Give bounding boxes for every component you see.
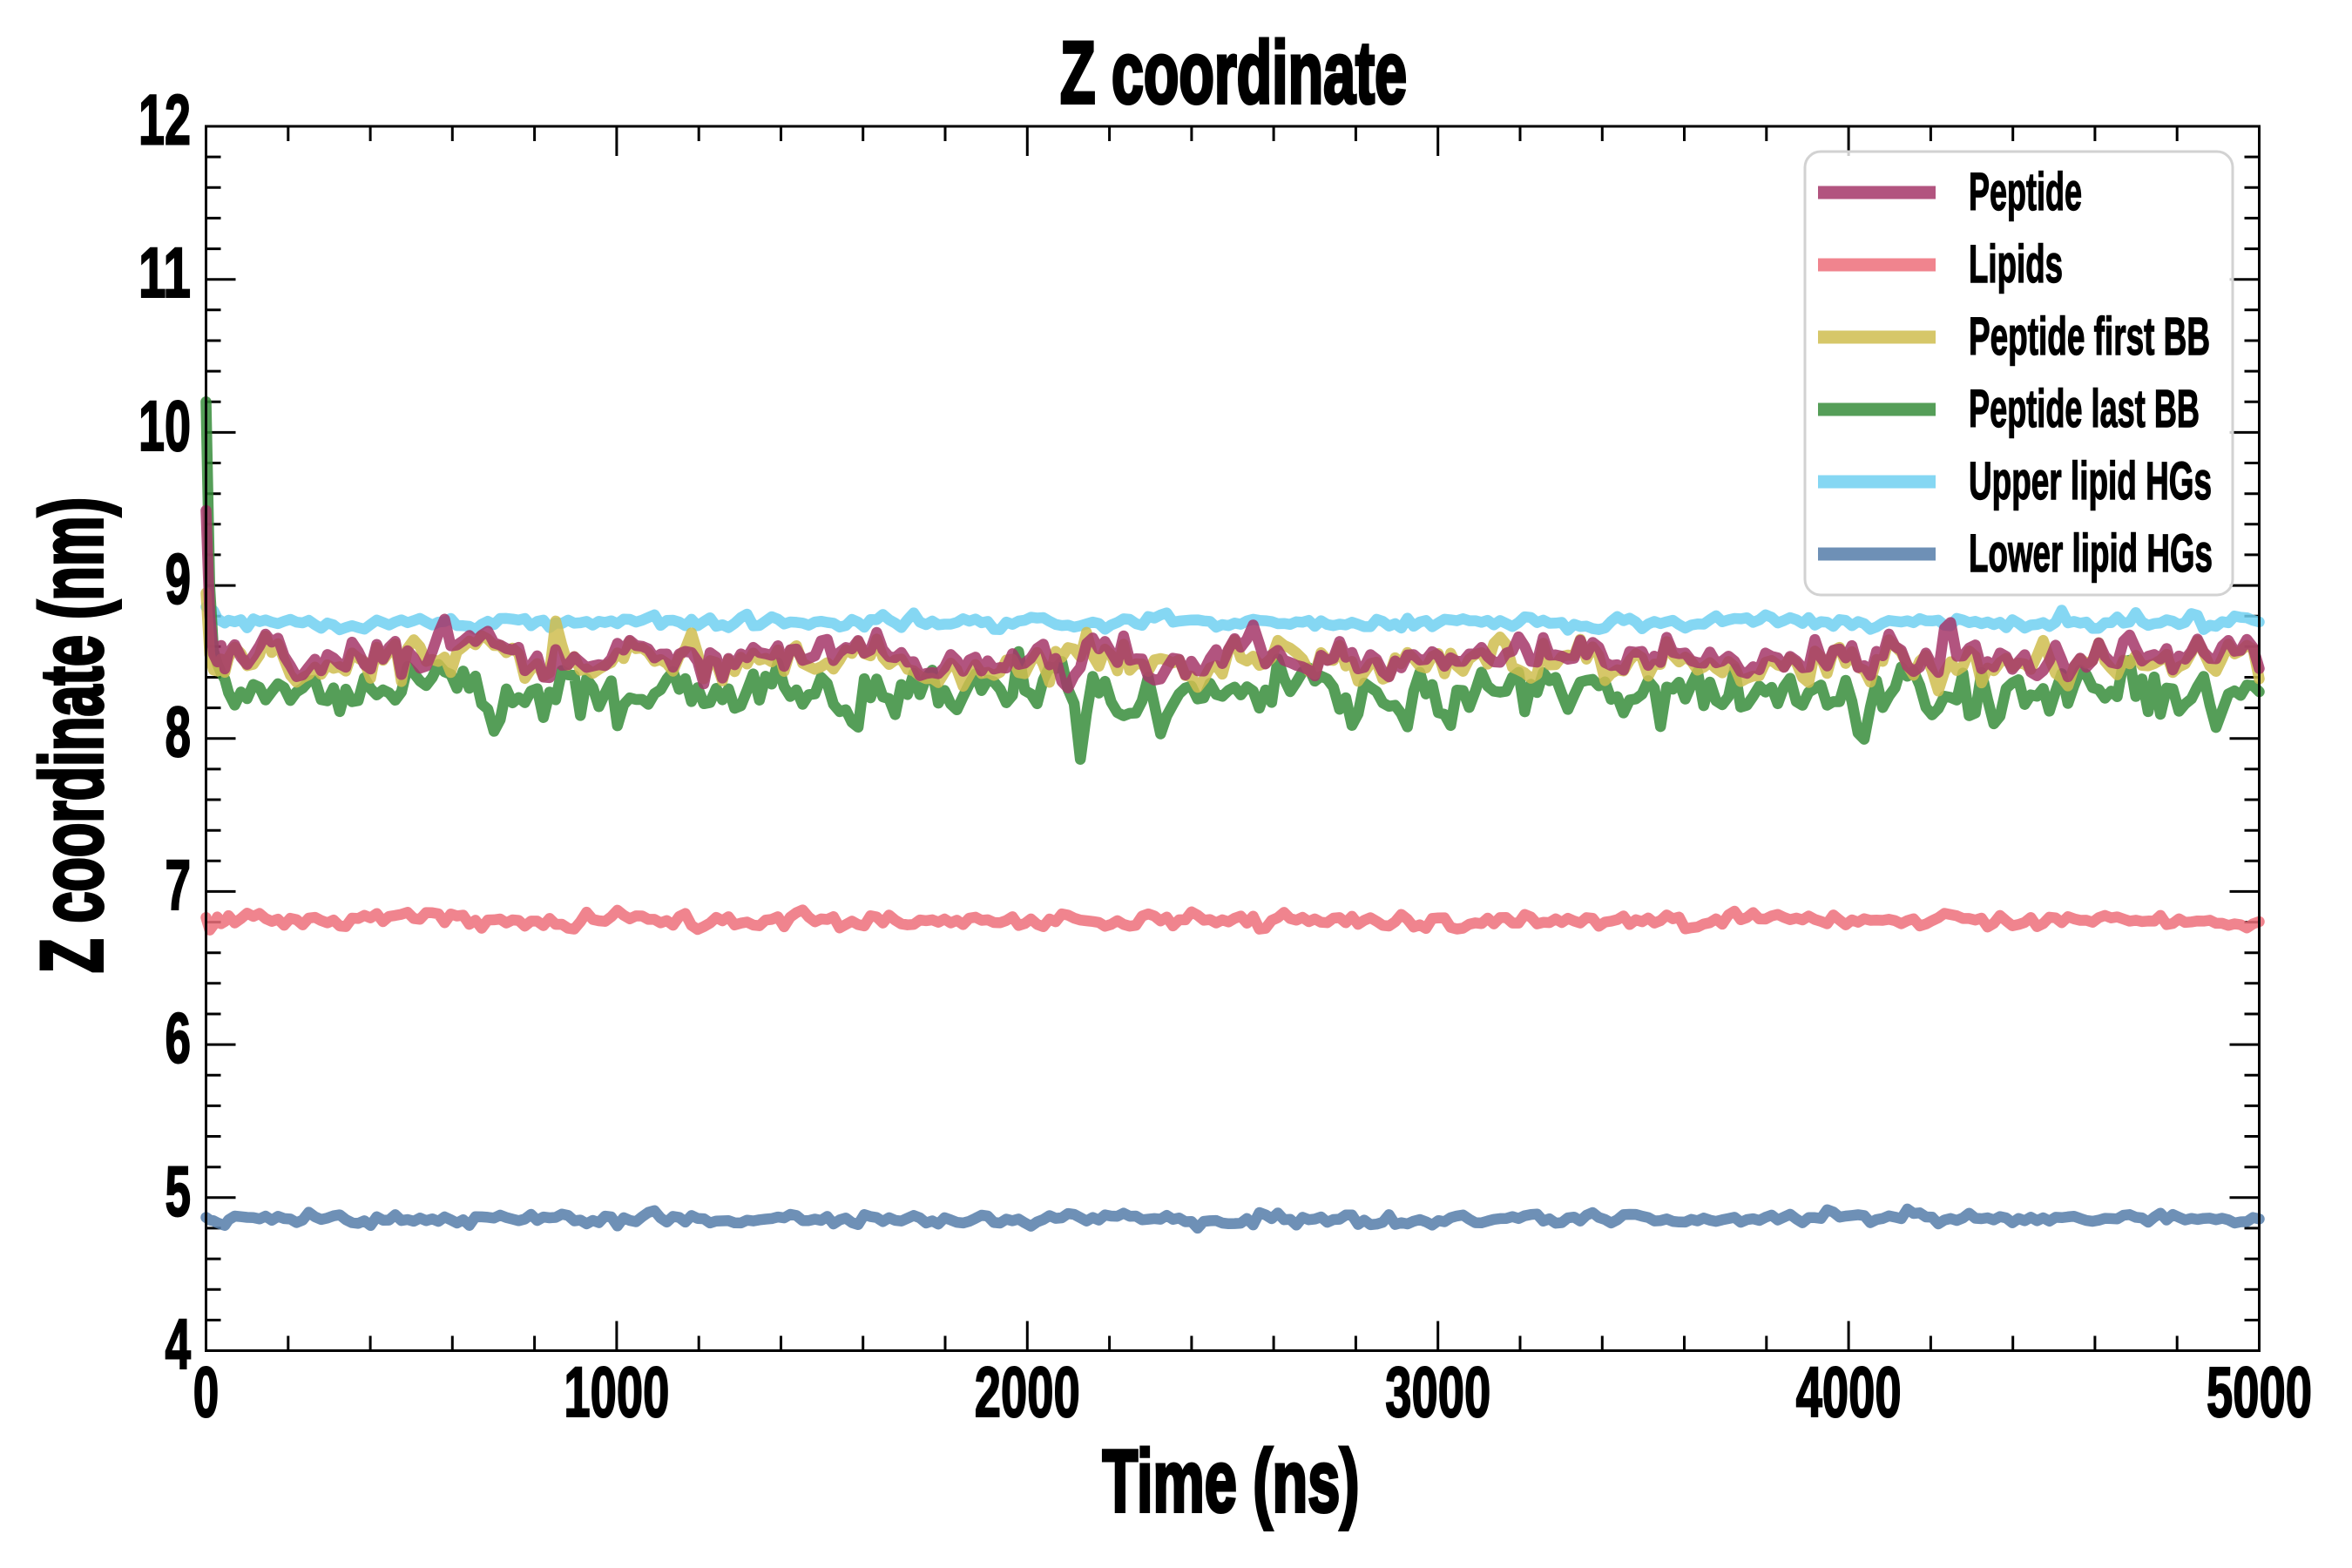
svg-text:4000: 4000 (1796, 1353, 1902, 1432)
svg-text:2000: 2000 (975, 1353, 1080, 1432)
svg-text:1000: 1000 (564, 1353, 669, 1432)
svg-text:Z coordinate: Z coordinate (1060, 24, 1407, 122)
svg-text:Upper lipid HGs: Upper lipid HGs (1969, 451, 2212, 510)
svg-text:5000: 5000 (2207, 1353, 2312, 1432)
svg-text:Z coordinate (nm): Z coordinate (nm) (24, 497, 121, 973)
svg-text:8: 8 (166, 693, 192, 772)
svg-text:Lower lipid HGs: Lower lipid HGs (1969, 524, 2213, 583)
svg-text:11: 11 (139, 233, 191, 313)
svg-text:Lipids: Lipids (1969, 234, 2063, 294)
svg-text:Peptide last BB: Peptide last BB (1969, 379, 2200, 438)
svg-text:9: 9 (166, 540, 192, 619)
svg-text:Time (ns): Time (ns) (1103, 1433, 1360, 1531)
svg-text:0: 0 (193, 1353, 220, 1432)
svg-text:12: 12 (139, 81, 191, 160)
svg-text:6: 6 (166, 999, 192, 1078)
svg-text:Peptide: Peptide (1969, 162, 2082, 221)
svg-text:4: 4 (166, 1305, 192, 1384)
svg-text:5: 5 (166, 1152, 192, 1231)
svg-text:3000: 3000 (1385, 1353, 1490, 1432)
svg-text:Peptide first BB: Peptide first BB (1969, 307, 2210, 366)
svg-text:10: 10 (139, 387, 191, 466)
svg-text:7: 7 (166, 846, 192, 925)
